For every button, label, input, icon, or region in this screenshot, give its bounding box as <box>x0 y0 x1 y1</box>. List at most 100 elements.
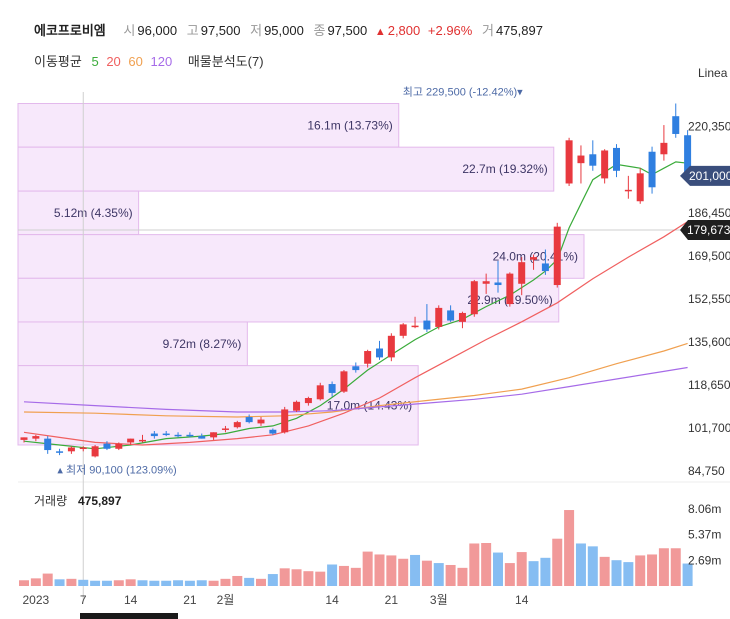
time-axis-tick: 21 <box>183 593 197 607</box>
candle-body <box>127 438 135 443</box>
volume-profile-label: 24.0m (20.41%) <box>493 249 578 263</box>
candle-body <box>20 437 28 440</box>
open-label: 시 <box>123 23 136 38</box>
volume-profile-bar <box>17 103 400 148</box>
candle-body <box>221 428 229 430</box>
candle-body <box>376 348 383 358</box>
candle-body <box>387 335 395 358</box>
time-scrollbar[interactable] <box>80 613 178 619</box>
volume-bar <box>398 558 409 586</box>
candle-body <box>541 263 549 272</box>
volume-bar <box>208 580 219 586</box>
candle-body <box>423 320 431 330</box>
candle-body <box>103 443 111 449</box>
volume-bar <box>42 573 53 586</box>
candle-body <box>518 262 526 284</box>
volume-bar <box>540 557 551 586</box>
time-axis-tick: 7 <box>80 593 87 607</box>
time-axis-tick: 3월 <box>430 593 448 607</box>
candle-body <box>174 434 182 437</box>
time-axis-tick: 2023 <box>22 593 49 607</box>
candle-body <box>482 281 490 284</box>
volume-bar <box>457 567 468 586</box>
volume-bar <box>575 543 586 586</box>
volume-label: 거 <box>481 23 494 38</box>
price-axis-tick: 169,500 <box>688 249 730 263</box>
volume-bar <box>303 571 314 586</box>
volume-bar <box>78 579 89 586</box>
volume-axis-tick: 2.69m <box>688 553 721 567</box>
volume-bar <box>113 580 124 586</box>
volume-profile-bar <box>17 321 248 367</box>
volume-bar <box>350 567 361 586</box>
candle-body <box>506 273 514 305</box>
candle-body <box>210 432 218 438</box>
stock-name[interactable]: 에코프로비엠 <box>34 23 106 38</box>
candle-body <box>684 135 692 176</box>
volume-bar <box>256 578 266 586</box>
volume-bar <box>386 555 397 586</box>
candle-body <box>660 142 668 155</box>
volume-bar <box>504 563 515 586</box>
volume-bar <box>315 571 326 586</box>
scale-mode-label[interactable]: Linea <box>698 66 728 80</box>
candle-body <box>458 312 466 322</box>
ma-60-label: 60 <box>128 54 143 69</box>
volume-bar <box>279 568 290 586</box>
volume-bar <box>493 552 503 586</box>
volume-profile-bar <box>17 190 140 236</box>
candle-body <box>198 436 206 439</box>
moving-average-120 <box>23 366 688 413</box>
moving-average-60 <box>23 342 688 418</box>
price-axis-tick: 118,650 <box>688 378 730 392</box>
ma-legend-title[interactable]: 이동평균 <box>34 54 82 69</box>
volume-bar <box>149 580 160 586</box>
candle-body <box>624 189 632 192</box>
candle-body <box>257 419 265 424</box>
volume-bar <box>101 580 112 586</box>
volume-bar <box>433 563 444 586</box>
candle-body <box>613 147 620 171</box>
candle-body <box>494 282 502 286</box>
price-axis-tick: 84,750 <box>688 464 725 478</box>
crosshair-price-tag <box>680 220 730 241</box>
candle-body <box>553 226 561 286</box>
volume-profile-bar <box>17 277 560 323</box>
volume-bar <box>30 578 41 586</box>
volume-bar <box>66 578 77 586</box>
volume-bar <box>137 580 148 586</box>
volume-bar <box>362 551 373 586</box>
volume-bar <box>125 579 136 586</box>
candle-body <box>245 417 253 423</box>
volume-profile-legend[interactable]: 매물분석도(7) <box>187 54 264 69</box>
volume-bar <box>469 543 480 586</box>
candle-body <box>565 140 573 184</box>
time-axis-tick: 14 <box>325 593 339 607</box>
ma-120-label: 120 <box>150 54 173 69</box>
volume-axis-tick: 8.06m <box>688 502 721 516</box>
close-label: 종 <box>313 23 326 38</box>
candle-body <box>316 385 324 400</box>
last-price-value: 201,000 <box>689 169 730 183</box>
candle-body <box>139 439 146 442</box>
candle-body <box>44 438 52 451</box>
volume-bar <box>173 580 184 586</box>
volume-bar <box>528 561 539 586</box>
candle-body <box>304 398 312 404</box>
candle-body <box>32 436 40 439</box>
volume-profile-label: 17.0m (14.43%) <box>327 398 412 412</box>
time-axis-tick: 2월 <box>217 593 235 607</box>
max-price-label: 최고 229,500 (-12.42%)▾ <box>403 86 523 99</box>
volume-bar <box>564 510 575 586</box>
crosshair-price-value: 179,673 <box>687 223 730 237</box>
volume-bar <box>410 554 421 586</box>
candle-body <box>233 422 241 428</box>
candle-body <box>352 366 360 371</box>
candle-body <box>435 307 443 327</box>
volume-bar <box>611 560 622 586</box>
time-axis-tick: 14 <box>515 593 529 607</box>
candle-body <box>411 325 419 328</box>
volume-bar <box>90 580 101 586</box>
volume-profile-label: 5.12m (4.35%) <box>54 206 133 220</box>
